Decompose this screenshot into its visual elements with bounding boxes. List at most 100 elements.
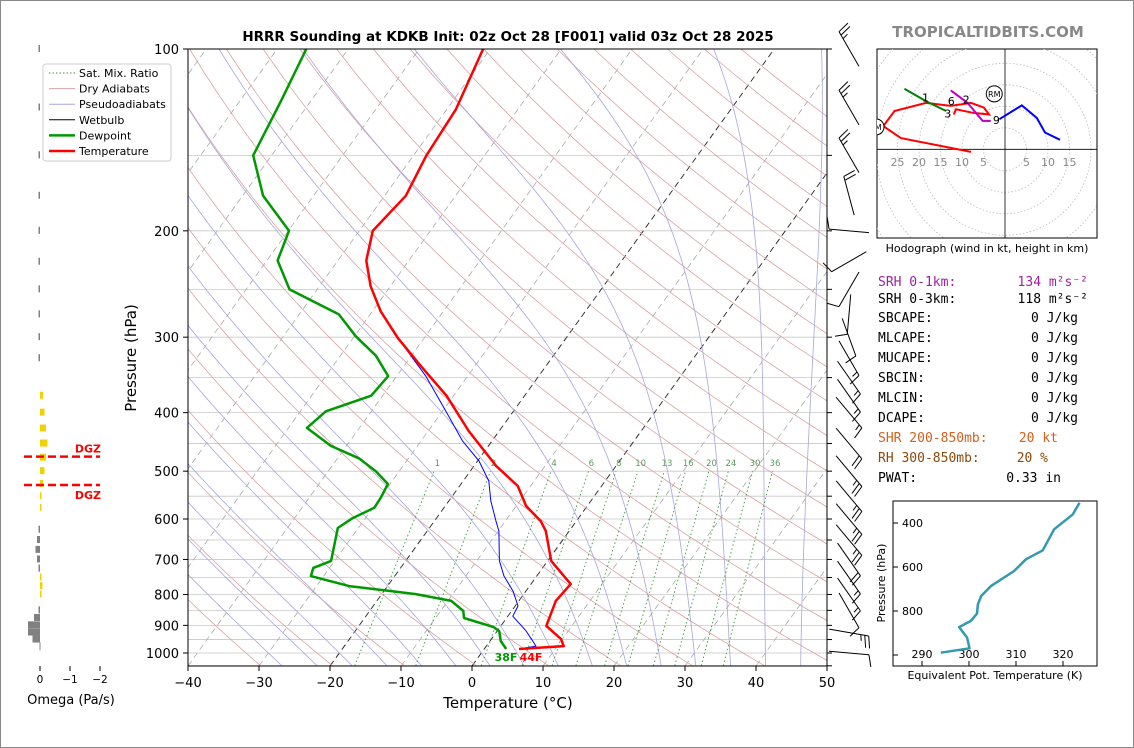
stat-row: DCAPE: 0 J/kg [878, 411, 1098, 428]
wind-barb [834, 294, 852, 337]
barb-feather [840, 26, 851, 36]
hodograph-ring-label: 5 [1023, 156, 1030, 169]
hodograph-ring-label: 5 [980, 156, 987, 169]
barb-half-feather [853, 408, 859, 414]
x-tick-label: 0 [468, 676, 476, 691]
hodograph-segment [950, 89, 991, 122]
hodograph-height-label: 6 [948, 95, 955, 108]
dry-adiabat [520, 49, 827, 302]
isotherm [400, 73, 827, 666]
isotherm [329, 49, 775, 666]
omega-bar [40, 492, 42, 500]
stat-label: SBCIN: [878, 371, 925, 386]
theta-e-line [940, 502, 1081, 654]
omega-bar [40, 590, 42, 598]
barb-staff [838, 592, 860, 628]
barb-staff [838, 340, 860, 376]
barb-feather [854, 511, 863, 522]
mixing-ratio-label: 8 [616, 459, 621, 469]
omega-bar [40, 573, 42, 581]
omega-bar [40, 503, 42, 511]
mixing-ratio-line [415, 471, 491, 666]
y-tick-label: 900 [154, 619, 179, 634]
hodograph-segment [998, 104, 1061, 141]
wind-barb [841, 318, 857, 364]
barb-feather [834, 333, 848, 337]
barb-half-feather [852, 371, 858, 377]
omega-bar [40, 479, 43, 487]
mixing-ratio-line [354, 471, 435, 666]
mixing-ratio-label: 24 [725, 459, 736, 469]
barb-staff [837, 577, 861, 612]
pseudoadiabat [800, 49, 823, 666]
wind-barb [838, 129, 860, 173]
wind-barb [837, 360, 861, 404]
x-tick-label: 10 [535, 676, 552, 691]
y-tick-label: 800 [154, 588, 179, 603]
barb-staff [831, 251, 867, 273]
pseudoadiabat [188, 463, 388, 666]
stat-row: SRH 0-3km: 118 m²s⁻² [878, 292, 1098, 309]
barb-staff [843, 176, 855, 216]
pseudoadiabat [188, 107, 593, 666]
omega-bar [40, 582, 43, 590]
dry-adiabat [188, 348, 549, 666]
surface-dewpoint-label: 38F [495, 651, 518, 664]
barb-feather [849, 375, 860, 385]
pseudoadiabat [188, 501, 353, 666]
barb-feather [838, 129, 849, 139]
x-axis-label: Temperature (°C) [442, 694, 572, 712]
dry-adiabat [483, 49, 827, 335]
stat-row: SBCAPE: 0 J/kg [878, 311, 1098, 328]
barb-staff [838, 137, 860, 173]
mixing-ratio-line [480, 471, 552, 666]
hodograph-lm-label: LM [870, 123, 881, 132]
x-tick-label: 40 [748, 676, 765, 691]
dry-adiabat [188, 534, 333, 666]
omega-tick-label: −1 [62, 674, 77, 686]
pseudoadiabat [188, 538, 318, 666]
dry-adiabat [373, 49, 827, 436]
dgz-label: DGZ [75, 443, 101, 456]
legend-label: Dewpoint [79, 129, 132, 142]
barb-half-feather [855, 424, 860, 431]
omega-bar [40, 424, 46, 432]
stat-row: MLCIN: 0 J/kg [878, 391, 1098, 408]
dry-adiabat [188, 287, 621, 666]
wind-barb [838, 592, 860, 637]
omega-bar [40, 467, 45, 475]
barb-staff [838, 271, 860, 307]
stat-value: 0 J/kg [1031, 351, 1078, 366]
omega-tick-label: 0 [37, 674, 44, 686]
stat-label: SBCAPE: [878, 311, 933, 326]
wind-barb [835, 524, 863, 566]
dewpoint-line [251, 49, 508, 650]
wind-barb [829, 628, 871, 649]
legend-label: Temperature [78, 145, 149, 158]
hodograph-ring-label: 20 [912, 156, 926, 169]
barb-feather [854, 427, 863, 439]
mixing-ratio-label: 16 [683, 459, 694, 469]
stat-row: MLCAPE: 0 J/kg [878, 331, 1098, 348]
y-tick-label: 300 [154, 331, 179, 346]
hodograph-segment [903, 87, 947, 112]
pseudoadiabat [188, 324, 491, 666]
omega-bar [38, 333, 40, 341]
barb-feather [840, 84, 851, 95]
barb-feather [838, 22, 849, 33]
barb-staff [838, 89, 860, 126]
wind-barb [838, 340, 860, 385]
barb-half-feather [853, 390, 859, 396]
dry-adiabat [188, 227, 693, 666]
barb-staff [829, 650, 869, 656]
hodograph-ring-label: 15 [934, 156, 948, 169]
omega-bar [38, 285, 40, 293]
barb-staff [829, 228, 869, 234]
barb-half-feather [852, 548, 858, 555]
hodograph-rm-label: RM [988, 90, 1001, 99]
dry-adiabat [226, 49, 827, 583]
x-tick-label: −20 [316, 676, 343, 691]
barb-feather [838, 81, 849, 91]
hodograph-frame [876, 48, 1098, 239]
stat-label: PWAT: [878, 471, 918, 486]
